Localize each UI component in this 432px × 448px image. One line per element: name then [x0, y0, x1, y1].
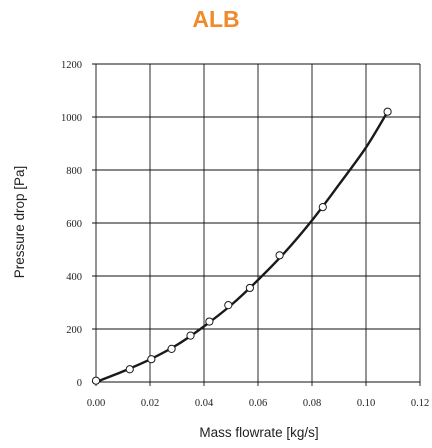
x-tick-label: 0.12 — [411, 398, 429, 409]
data-point — [91, 376, 101, 385]
data-point — [186, 331, 195, 340]
data-point — [125, 365, 134, 374]
x-axis-label: Mass flowrate [kg/s] — [199, 425, 318, 440]
data-point — [318, 203, 327, 212]
data-point — [245, 283, 254, 293]
y-tick-label: 0 — [77, 378, 82, 389]
data-points-layer — [91, 107, 392, 385]
y-tick-label: 200 — [66, 325, 82, 336]
data-point — [147, 355, 156, 364]
y-tick-label: 600 — [66, 219, 82, 230]
x-tick-label: 0.10 — [357, 398, 375, 409]
grid-lines — [92, 63, 421, 386]
data-point — [383, 107, 392, 116]
data-point — [167, 344, 176, 353]
y-tick-label: 1200 — [61, 60, 82, 71]
tick-labels: 0.00 0.02 0.04 0.06 0.08 0.10 0.12 0 200 400 600 80… — [61, 60, 429, 409]
data-point — [205, 317, 214, 326]
x-tick-label: 0.06 — [249, 398, 267, 409]
x-tick-label: 0.04 — [195, 398, 214, 409]
data-point — [224, 301, 233, 310]
data-point — [275, 251, 284, 260]
x-tick-label: 0.00 — [87, 398, 105, 409]
fitted-curve-line — [95, 111, 389, 384]
y-tick-label: 400 — [66, 272, 82, 283]
fitted-curve-layer — [95, 111, 389, 384]
chart-title: ALB — [192, 6, 240, 32]
x-tick-label: 0.02 — [141, 398, 159, 409]
y-tick-label: 1000 — [61, 113, 82, 124]
x-tick-label: 0.08 — [303, 398, 321, 409]
y-axis-label: Pressure drop [Pa] — [12, 166, 27, 279]
y-tick-label: 800 — [66, 166, 82, 177]
